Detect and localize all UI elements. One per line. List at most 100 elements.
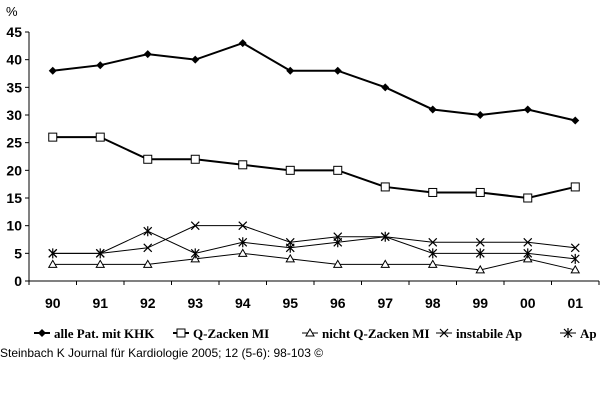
data-point	[143, 154, 153, 164]
data-point	[143, 226, 153, 237]
data-point	[475, 264, 486, 274]
source-citation: Steinbach K Journal für Kardiologie 2005…	[0, 346, 324, 360]
y-tick-label: 15	[6, 190, 22, 206]
y-tick-label: 5	[14, 245, 22, 261]
data-point	[333, 237, 343, 248]
legend-item-1: alle Pat. mit KHK	[34, 326, 155, 341]
data-point	[522, 253, 533, 263]
data-point	[95, 248, 105, 259]
y-tick-label: 25	[6, 135, 22, 151]
data-point	[428, 248, 438, 259]
series-line	[52, 136, 576, 200]
data-point	[570, 182, 580, 192]
y-tick-label: 35	[6, 79, 22, 95]
x-tick-label: 93	[187, 295, 203, 311]
data-point	[332, 259, 343, 268]
x-tick-label: 94	[235, 295, 251, 311]
data-point	[428, 187, 438, 197]
data-point	[427, 259, 438, 268]
series-line	[52, 41, 576, 122]
x-tick-label: 00	[520, 295, 536, 311]
legend-item-4: instabile Ap	[436, 326, 522, 341]
x-tick-label: 97	[377, 295, 393, 311]
data-point	[286, 66, 295, 75]
series-4	[48, 221, 580, 258]
data-point	[143, 50, 152, 59]
data-point	[476, 111, 485, 119]
data-point	[570, 253, 580, 264]
data-point	[237, 248, 248, 257]
data-point	[190, 221, 200, 231]
series-2	[48, 132, 580, 203]
x-tick-label: 98	[425, 295, 441, 311]
data-point	[475, 237, 485, 247]
series-line	[52, 225, 576, 254]
data-point	[48, 66, 57, 75]
legend-label: Ap	[580, 326, 597, 341]
data-point	[238, 39, 247, 48]
data-point	[96, 61, 105, 70]
data-point	[475, 187, 485, 197]
legend: alle Pat. mit KHK Q-Zacken MI nicht Q-Zack…	[34, 326, 597, 341]
data-point	[143, 243, 153, 253]
data-point	[238, 160, 248, 170]
x-tick-label: 92	[140, 295, 156, 311]
legend-marker	[563, 328, 573, 338]
data-point	[428, 237, 438, 247]
data-point	[475, 248, 485, 259]
data-point	[238, 221, 248, 231]
x-tick-label: 01	[567, 295, 583, 311]
legend-item-3: nicht Q-Zacken MI	[302, 326, 430, 341]
legend-marker	[439, 328, 449, 338]
data-point	[190, 248, 200, 259]
data-point	[95, 259, 106, 268]
y-axis-unit: %	[6, 4, 18, 19]
x-tick-label: 96	[330, 295, 346, 311]
line-chart: % 0 5 10 15 20 25 30 35 40 45 90 91 92 93 94 95 96 97 98 99…	[6, 4, 600, 341]
data-point	[48, 132, 58, 142]
data-point	[571, 116, 580, 125]
series-line	[52, 252, 576, 271]
data-point	[523, 193, 533, 203]
legend-label: Q-Zacken MI	[193, 326, 269, 341]
data-point	[47, 259, 58, 268]
legend-marker	[176, 328, 186, 338]
y-tick-label: 45	[6, 24, 22, 40]
legend-label: instabile Ap	[456, 326, 522, 341]
data-point	[570, 264, 581, 274]
x-tick-label: 91	[92, 295, 108, 311]
legend-item-2: Q-Zacken MI	[173, 326, 269, 341]
y-tick-label: 40	[6, 52, 22, 68]
data-point	[381, 83, 390, 92]
y-tick-label: 10	[6, 218, 22, 234]
legend-label: nicht Q-Zacken MI	[322, 326, 430, 341]
x-tick-label: 99	[472, 295, 488, 311]
legend-label: alle Pat. mit KHK	[54, 326, 155, 341]
data-point	[48, 248, 58, 259]
data-point	[570, 243, 580, 253]
data-point	[380, 182, 390, 192]
data-point	[523, 248, 533, 259]
data-point	[523, 237, 533, 247]
x-tick-label: 90	[45, 295, 61, 311]
data-point	[285, 242, 295, 253]
data-point	[333, 66, 342, 75]
legend-marker	[38, 329, 46, 337]
data-point	[523, 105, 532, 114]
data-point	[380, 259, 391, 268]
series-1	[48, 39, 580, 125]
series-line	[52, 230, 576, 260]
data-point	[285, 165, 295, 175]
data-point	[380, 231, 390, 242]
series-5	[48, 226, 580, 264]
data-point	[333, 165, 343, 175]
data-point	[428, 105, 437, 114]
plot-area: 0 5 10 15 20 25 30 35 40 45 90 91 92 93 94 95 96 97 98 99 00…	[6, 24, 600, 311]
data-point	[142, 259, 153, 268]
data-point	[285, 253, 296, 263]
legend-item-5: Ap	[560, 326, 597, 341]
data-point	[191, 55, 200, 64]
data-point	[238, 237, 248, 248]
data-point	[95, 132, 105, 142]
data-point	[190, 253, 201, 263]
